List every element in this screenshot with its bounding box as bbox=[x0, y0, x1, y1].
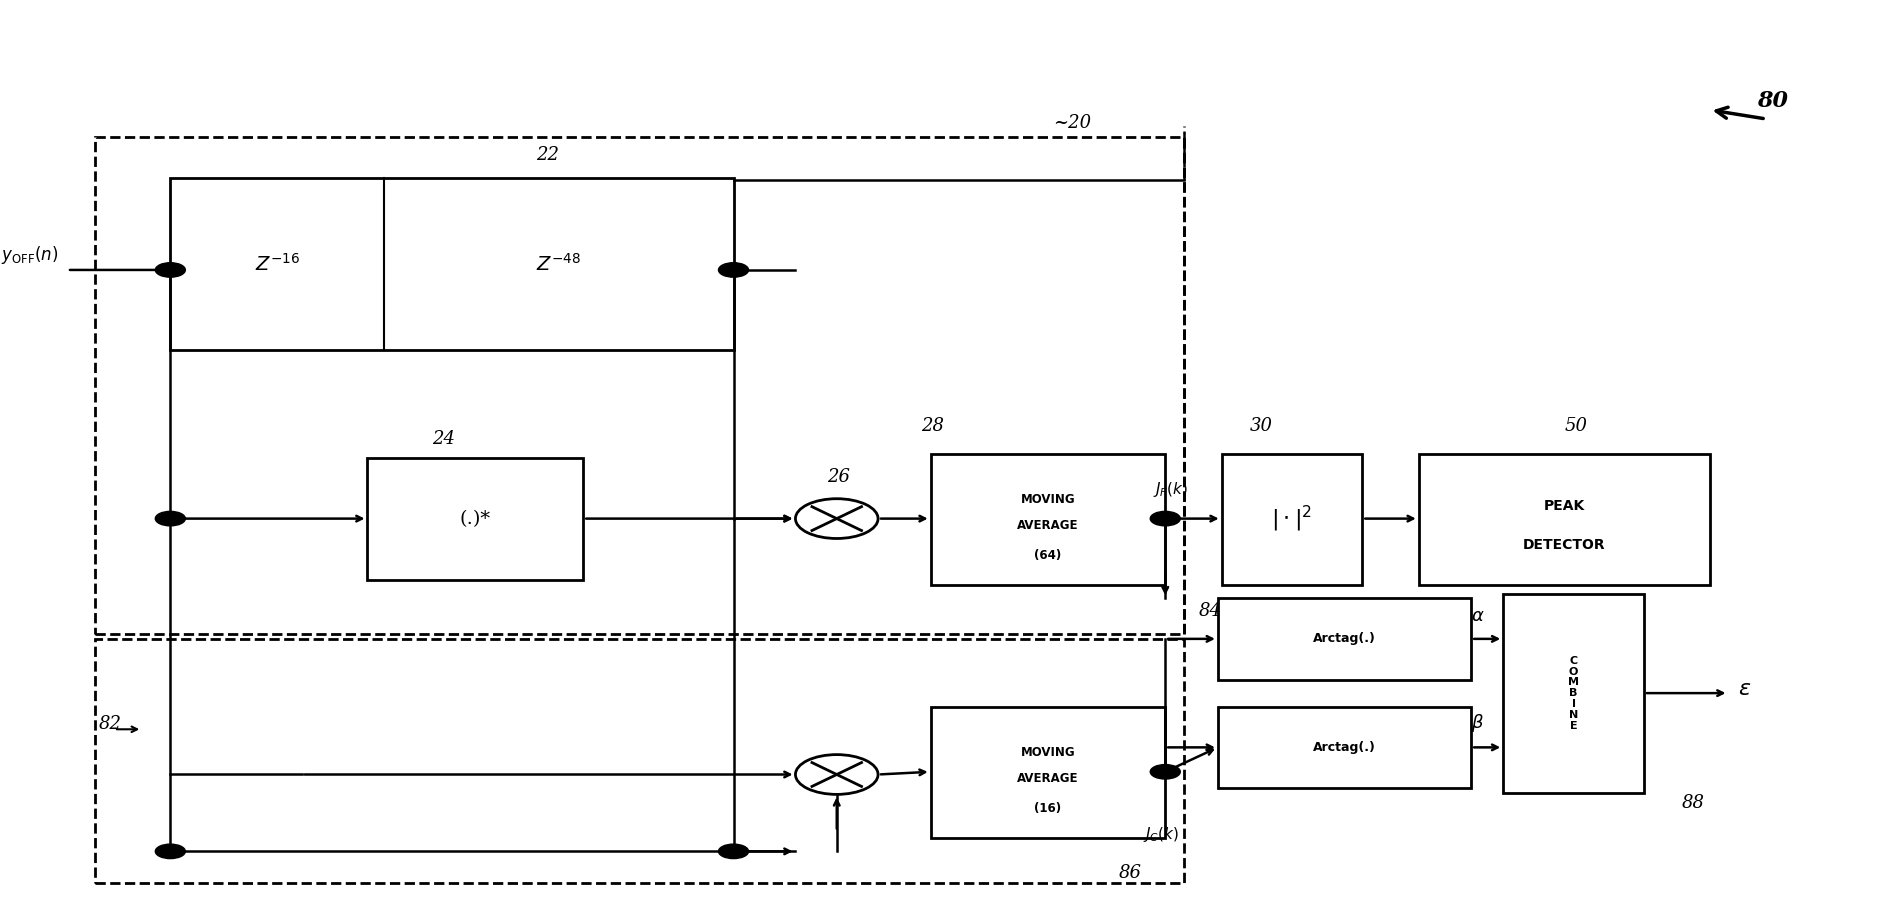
Text: DETECTOR: DETECTOR bbox=[1523, 538, 1606, 552]
Text: 26: 26 bbox=[827, 468, 850, 486]
Text: $y_{\mathrm{OFF}}(n)$: $y_{\mathrm{OFF}}(n)$ bbox=[2, 244, 58, 266]
Text: $J_F(k)$: $J_F(k)$ bbox=[1154, 480, 1188, 499]
Text: 86: 86 bbox=[1119, 864, 1141, 883]
Bar bbox=[1218, 599, 1472, 679]
Text: Arctag(.): Arctag(.) bbox=[1312, 741, 1376, 754]
Text: (.)*: (.)* bbox=[461, 510, 491, 528]
Text: AVERAGE: AVERAGE bbox=[1017, 519, 1079, 532]
Circle shape bbox=[1151, 765, 1181, 779]
Text: PEAK: PEAK bbox=[1543, 499, 1585, 513]
Text: C
O
M
B
I
N
E: C O M B I N E bbox=[1568, 656, 1579, 730]
Text: 82: 82 bbox=[100, 716, 122, 733]
Bar bbox=[1222, 454, 1363, 585]
Text: $\alpha$: $\alpha$ bbox=[1470, 608, 1485, 625]
Text: Arctag(.): Arctag(.) bbox=[1312, 632, 1376, 646]
Circle shape bbox=[156, 263, 186, 278]
Text: (64): (64) bbox=[1034, 550, 1062, 562]
Bar bbox=[1218, 707, 1472, 788]
Bar bbox=[171, 178, 733, 349]
Text: 30: 30 bbox=[1250, 417, 1273, 434]
Text: 24: 24 bbox=[432, 431, 455, 448]
Text: $|\cdot|^2$: $|\cdot|^2$ bbox=[1271, 504, 1312, 534]
Circle shape bbox=[795, 499, 878, 539]
Circle shape bbox=[156, 844, 186, 859]
Text: AVERAGE: AVERAGE bbox=[1017, 772, 1079, 785]
Text: (16): (16) bbox=[1034, 803, 1062, 815]
Bar bbox=[931, 454, 1166, 585]
Text: $Z^{-16}$: $Z^{-16}$ bbox=[256, 253, 299, 275]
Circle shape bbox=[156, 512, 186, 526]
Text: $\varepsilon$: $\varepsilon$ bbox=[1737, 678, 1750, 699]
Text: $\beta$: $\beta$ bbox=[1472, 712, 1485, 734]
Bar bbox=[96, 639, 1184, 883]
Circle shape bbox=[718, 263, 748, 278]
Text: 88: 88 bbox=[1681, 794, 1705, 812]
Text: 22: 22 bbox=[536, 146, 560, 163]
Text: ~20: ~20 bbox=[1053, 114, 1090, 132]
Text: 28: 28 bbox=[921, 417, 944, 434]
Bar bbox=[367, 458, 583, 580]
Circle shape bbox=[718, 844, 748, 859]
Text: 50: 50 bbox=[1564, 417, 1587, 434]
Text: $Z^{-48}$: $Z^{-48}$ bbox=[536, 253, 581, 275]
Text: 80: 80 bbox=[1756, 90, 1788, 112]
Bar bbox=[1419, 454, 1709, 585]
Bar bbox=[96, 137, 1184, 634]
Circle shape bbox=[1151, 512, 1181, 526]
Bar bbox=[931, 707, 1166, 838]
Text: MOVING: MOVING bbox=[1021, 746, 1075, 759]
Text: $J_C(k)$: $J_C(k)$ bbox=[1143, 825, 1179, 844]
Text: 84: 84 bbox=[1199, 602, 1222, 620]
Text: MOVING: MOVING bbox=[1021, 493, 1075, 506]
Bar bbox=[1504, 594, 1643, 793]
Circle shape bbox=[795, 755, 878, 795]
